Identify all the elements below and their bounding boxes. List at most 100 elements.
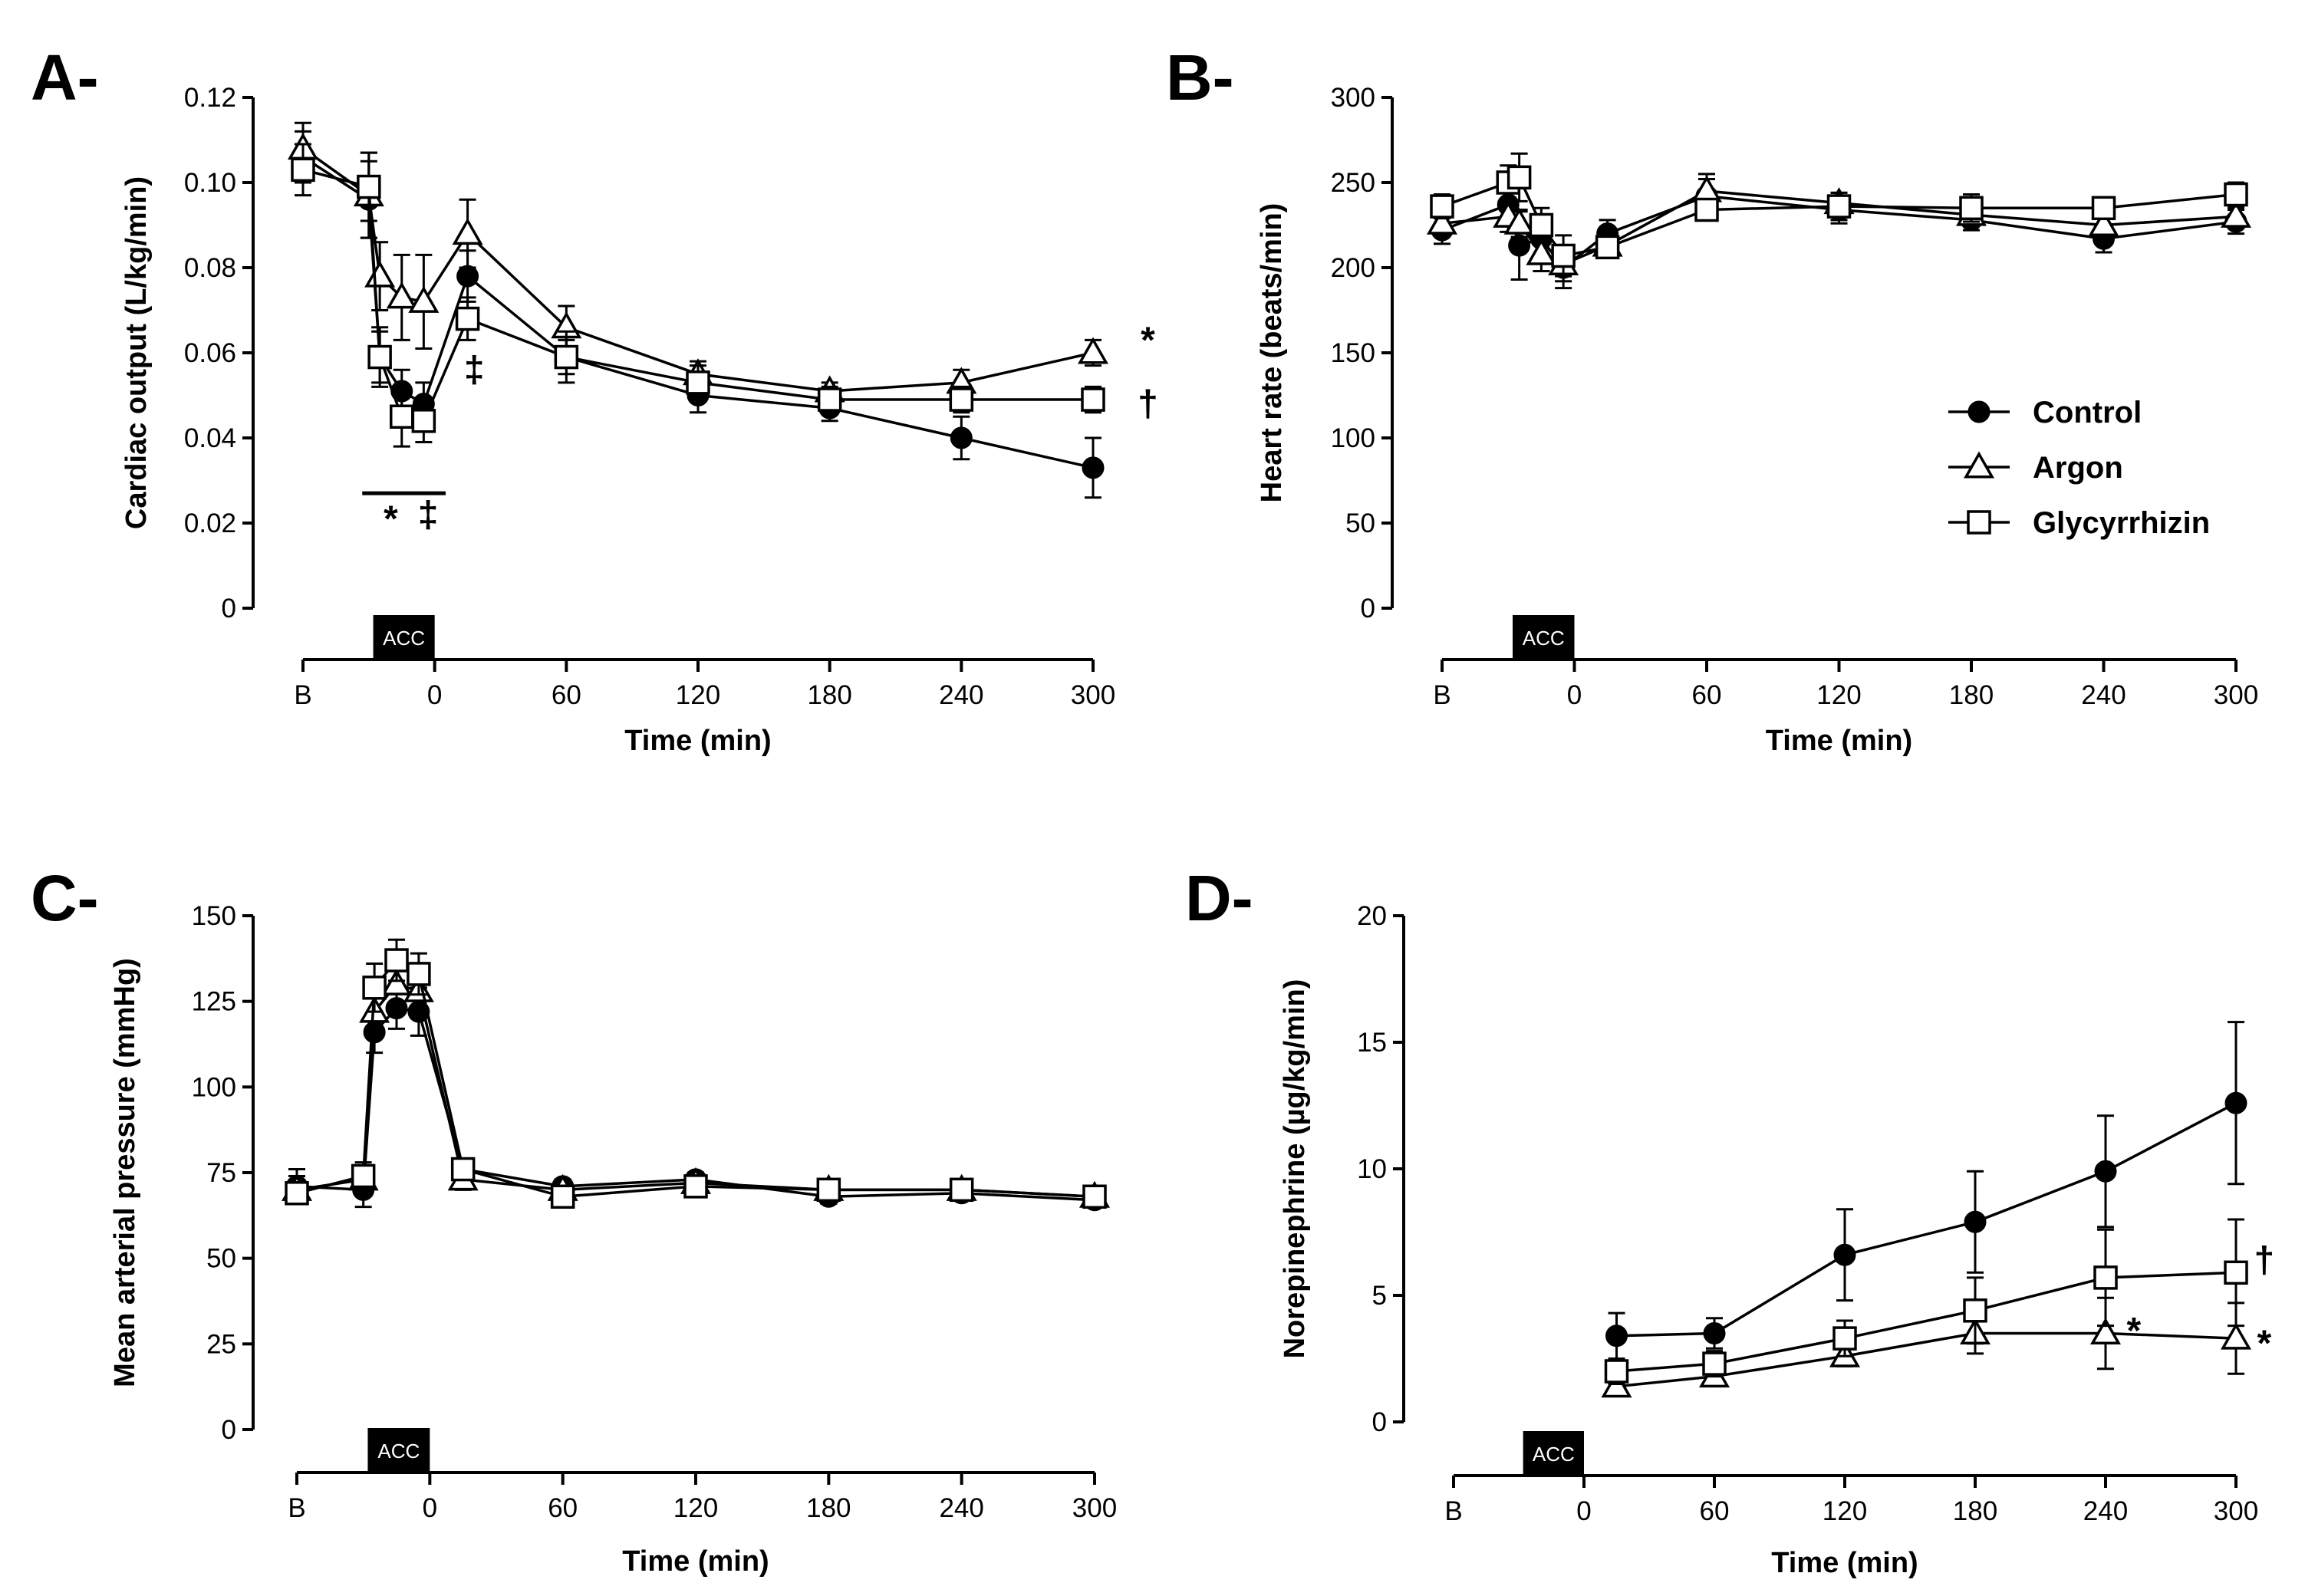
data-point	[1964, 1210, 1987, 1233]
data-point	[1526, 238, 1557, 265]
legend-label: Argon	[2033, 451, 2123, 485]
data-point	[407, 962, 431, 986]
x-tick-label: B	[1444, 1496, 1462, 1526]
y-axis-title: Cardiac output (L/kg/min)	[120, 176, 153, 529]
data-point	[455, 306, 480, 331]
series-control	[1605, 1021, 2247, 1360]
x-tick-label: 240	[939, 1493, 983, 1523]
y-tick-label: 0	[1372, 1407, 1387, 1437]
significance-mark: †	[1138, 384, 1158, 425]
legend-triangle-open-icon	[1963, 451, 1995, 479]
series-line	[301, 147, 1094, 393]
data-point	[384, 948, 409, 972]
x-tick-label: 60	[552, 680, 581, 710]
series-glycyrrhizin	[285, 938, 1107, 1209]
series-argon	[281, 963, 1111, 1208]
data-point	[2224, 1091, 2247, 1114]
data-point	[1703, 1322, 1726, 1344]
data-point	[390, 404, 414, 429]
x-tick-label: 300	[1072, 1493, 1117, 1523]
acc-label: ACC	[1523, 627, 1565, 650]
y-tick-label: 0	[222, 594, 236, 624]
y-tick-label: 125	[192, 987, 236, 1017]
data-point	[1832, 1326, 1857, 1351]
data-point	[357, 174, 381, 199]
data-point	[1529, 212, 1554, 238]
data-point	[949, 387, 974, 412]
y-tick-label: 0.12	[184, 83, 236, 113]
data-point	[2093, 1265, 2118, 1290]
y-tick-label: 10	[1357, 1154, 1387, 1184]
data-point	[291, 157, 315, 183]
data-point	[1605, 1325, 1628, 1348]
significance-mark: *	[384, 499, 398, 539]
panel-letter: C-	[31, 862, 99, 934]
x-tick-label: 0	[1567, 680, 1582, 710]
series-line	[1616, 1331, 2237, 1388]
data-point	[1694, 197, 1719, 222]
x-tick-label: 180	[1953, 1496, 1997, 1526]
data-point	[1082, 1184, 1107, 1209]
legend-circle-filled-icon	[1967, 400, 1991, 423]
y-axis-title: Heart rate (beats/min)	[1256, 203, 1288, 503]
legend-label: Control	[2033, 396, 2142, 429]
data-point	[817, 387, 842, 412]
x-tick-label: 0	[423, 1493, 437, 1523]
x-axis-title: Time (min)	[622, 1545, 769, 1578]
data-point	[550, 1184, 575, 1209]
data-point	[1506, 165, 1532, 190]
y-tick-label: 0.10	[184, 168, 236, 198]
data-point	[2088, 209, 2119, 236]
x-tick-label: 60	[548, 1493, 578, 1523]
data-point	[554, 344, 579, 370]
panel-0: A- 0 0.02 0.04 0.06 0.08 0.10 0.12 Cardiac outpu…	[31, 41, 1158, 757]
y-tick-label: 15	[1357, 1028, 1387, 1058]
data-point	[367, 344, 392, 370]
x-tick-label: B	[1433, 680, 1451, 710]
significance-mark: *	[2126, 1311, 2141, 1351]
legend: Control Argon Glycyrrhizin	[1948, 396, 2210, 540]
data-point	[1959, 196, 1984, 221]
acc-label: ACC	[1533, 1443, 1575, 1466]
significance-mark: ‡	[418, 495, 439, 535]
x-tick-label: 0	[427, 680, 442, 710]
data-point	[450, 1157, 476, 1182]
data-point	[2220, 1322, 2252, 1350]
panel-letter: A-	[31, 41, 99, 114]
x-tick-label: 120	[1823, 1496, 1867, 1526]
data-point	[1604, 1359, 1629, 1384]
acc-label: ACC	[377, 1440, 420, 1463]
y-tick-label: 20	[1357, 901, 1387, 931]
data-point	[1702, 1351, 1727, 1376]
data-point	[1503, 207, 1535, 235]
x-axis-title: Time (min)	[624, 725, 771, 757]
data-point	[2220, 200, 2252, 228]
y-tick-label: 50	[206, 1244, 236, 1274]
x-tick-label: 60	[1700, 1496, 1730, 1526]
data-point	[364, 260, 396, 288]
data-point	[408, 285, 440, 313]
series-argon	[1601, 1296, 2252, 1398]
panel-1: B- 0 50 100 150 200 250 300 Heart rate (beats/mi…	[1166, 41, 2258, 757]
data-point	[1081, 387, 1105, 412]
series-glycyrrhizin	[291, 143, 1105, 448]
data-point	[1551, 243, 1576, 268]
data-point	[1077, 337, 1109, 364]
y-tick-label: 0.08	[184, 253, 236, 283]
data-point	[285, 1181, 309, 1206]
significance-mark: *	[2257, 1324, 2271, 1364]
x-tick-label: 180	[806, 1493, 851, 1523]
y-tick-label: 0.02	[184, 508, 236, 538]
y-tick-label: 0	[222, 1415, 236, 1445]
data-point	[380, 968, 413, 995]
data-point	[2224, 1260, 2248, 1285]
data-point	[362, 976, 387, 1000]
y-tick-label: 300	[1331, 83, 1375, 113]
data-point	[1430, 194, 1454, 219]
y-tick-label: 100	[1331, 423, 1375, 453]
x-tick-label: 300	[2214, 680, 2258, 710]
data-point	[816, 1177, 841, 1203]
y-tick-label: 200	[1331, 253, 1375, 283]
y-tick-label: 0.06	[184, 338, 236, 368]
